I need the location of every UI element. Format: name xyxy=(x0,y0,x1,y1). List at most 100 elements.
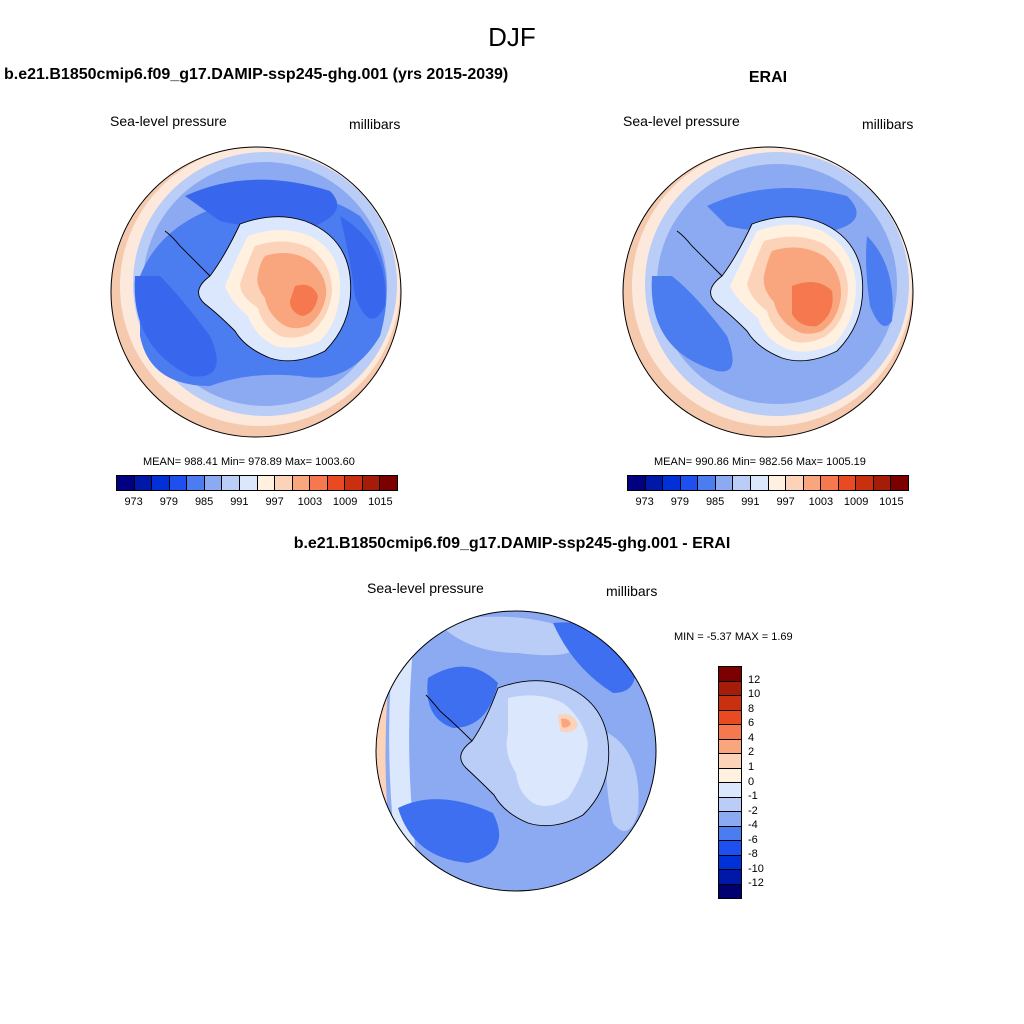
colorbar-tick-label: 1003 xyxy=(297,496,323,508)
colorbar-tick-label: 997 xyxy=(265,496,284,508)
colorbar-tick-label: -2 xyxy=(748,804,758,817)
colorbar-swatch xyxy=(891,476,908,490)
colorbar-swatch xyxy=(698,476,716,490)
colorbar-tick-label: -1 xyxy=(748,790,758,803)
colorbar-swatch xyxy=(719,768,741,783)
colorbar-tick-label: 2 xyxy=(748,746,755,759)
colorbar-swatch xyxy=(380,476,397,490)
colorbar-swatch xyxy=(680,476,699,490)
colorbar-tick-label: 12 xyxy=(748,673,761,686)
obs-colorbar-ticks: 973 979 985 991 997 1003 1009 1015 xyxy=(627,496,909,510)
colorbar-swatch xyxy=(275,476,293,490)
colorbar-tick-label: 979 xyxy=(159,496,179,508)
colorbar-swatch xyxy=(856,476,874,490)
page-title: DJF xyxy=(488,22,536,52)
obs-panel-title: ERAI xyxy=(748,69,788,86)
colorbar-swatch xyxy=(719,710,741,725)
colorbar-swatch xyxy=(719,884,741,898)
colorbar-swatch xyxy=(134,476,153,490)
obs-variable-label: Sea-level pressure xyxy=(623,113,740,129)
colorbar-swatch xyxy=(345,476,363,490)
colorbar-swatch xyxy=(719,812,741,827)
obs-colorbar xyxy=(627,475,909,491)
colorbar-tick-label: 985 xyxy=(194,496,214,508)
obs-polar-map xyxy=(622,146,914,438)
colorbar-swatch xyxy=(117,476,135,490)
colorbar-tick-label: -10 xyxy=(748,862,764,875)
diff-panel-title: b.e21.B1850cmip6.f09_g17.DAMIP-ssp245-gh… xyxy=(293,535,731,552)
colorbar-swatch xyxy=(239,476,258,490)
colorbar-swatch xyxy=(645,476,664,490)
colorbar-swatch xyxy=(719,739,741,754)
colorbar-tick-label: -8 xyxy=(748,848,758,861)
obs-stats: MEAN= 990.86 Min= 982.56 Max= 1005.19 xyxy=(654,456,866,468)
colorbar-swatch xyxy=(187,476,205,490)
colorbar-swatch xyxy=(719,783,741,798)
colorbar-tick-label: 985 xyxy=(705,496,725,508)
colorbar-swatch xyxy=(768,476,787,490)
colorbar-swatch xyxy=(719,841,741,856)
colorbar-tick-label: 1015 xyxy=(879,496,904,508)
colorbar-swatch xyxy=(786,476,804,490)
colorbar-tick-label: 1003 xyxy=(808,496,834,508)
colorbar-tick-label: -12 xyxy=(748,877,764,890)
colorbar-tick-label: 973 xyxy=(124,496,143,508)
colorbar-tick-label: 6 xyxy=(748,717,755,730)
colorbar-tick-label: 4 xyxy=(748,731,755,744)
colorbar-swatch xyxy=(838,476,857,490)
colorbar-swatch xyxy=(821,476,839,490)
colorbar-swatch xyxy=(719,696,741,711)
colorbar-swatch xyxy=(663,476,681,490)
diff-stats: MIN = -5.37 MAX = 1.69 xyxy=(674,631,793,643)
colorbar-swatch xyxy=(310,476,328,490)
model-units-label: millibars xyxy=(349,116,401,132)
colorbar-swatch xyxy=(719,826,741,841)
diff-variable-label: Sea-level pressure xyxy=(367,580,484,596)
diff-units-label: millibars xyxy=(606,583,658,599)
colorbar-tick-label: 1009 xyxy=(843,496,869,508)
model-colorbar-ticks: 973 979 985 991 997 1003 1009 1015 xyxy=(116,496,398,510)
colorbar-tick-label: 1 xyxy=(748,760,755,773)
colorbar-swatch xyxy=(719,870,741,885)
colorbar-swatch xyxy=(204,476,223,490)
colorbar-swatch xyxy=(719,725,741,740)
colorbar-tick-label: 979 xyxy=(670,496,690,508)
colorbar-swatch xyxy=(152,476,170,490)
colorbar-swatch xyxy=(715,476,734,490)
model-panel-title: b.e21.B1850cmip6.f09_g17.DAMIP-ssp245-gh… xyxy=(4,66,509,83)
colorbar-swatch xyxy=(327,476,346,490)
colorbar-tick-label: -4 xyxy=(748,819,758,832)
colorbar-tick-label: 8 xyxy=(748,702,755,715)
colorbar-swatch xyxy=(873,476,892,490)
colorbar-swatch xyxy=(803,476,822,490)
colorbar-swatch xyxy=(733,476,751,490)
colorbar-tick-label: 0 xyxy=(748,775,755,788)
colorbar-swatch xyxy=(362,476,381,490)
colorbar-tick-label: 1015 xyxy=(368,496,393,508)
colorbar-swatch xyxy=(719,855,741,870)
colorbar-tick-label: 991 xyxy=(741,496,760,508)
colorbar-swatch xyxy=(719,681,741,696)
colorbar-tick-label: 991 xyxy=(230,496,249,508)
colorbar-tick-label: -6 xyxy=(748,833,758,846)
diff-polar-map xyxy=(375,610,657,892)
colorbar-swatch xyxy=(222,476,240,490)
colorbar-tick-label: 997 xyxy=(776,496,795,508)
colorbar-swatch xyxy=(292,476,311,490)
model-stats: MEAN= 988.41 Min= 978.89 Max= 1003.60 xyxy=(143,456,355,468)
colorbar-swatch xyxy=(169,476,188,490)
colorbar-tick-label: 973 xyxy=(635,496,654,508)
diff-colorbar xyxy=(718,666,742,899)
model-variable-label: Sea-level pressure xyxy=(110,113,227,129)
model-colorbar xyxy=(116,475,398,491)
colorbar-swatch xyxy=(719,754,741,769)
colorbar-swatch xyxy=(719,797,741,812)
colorbar-swatch xyxy=(750,476,769,490)
colorbar-tick-label: 1009 xyxy=(332,496,358,508)
colorbar-swatch xyxy=(628,476,646,490)
colorbar-swatch xyxy=(719,667,741,682)
colorbar-tick-label: 10 xyxy=(748,688,761,701)
diff-colorbar-ticks: 12 10 8 6 4 2 1 0 -1 -2 -4 -6 -8 -10 -12 xyxy=(748,666,788,899)
obs-units-label: millibars xyxy=(862,116,914,132)
model-polar-map xyxy=(110,146,402,438)
